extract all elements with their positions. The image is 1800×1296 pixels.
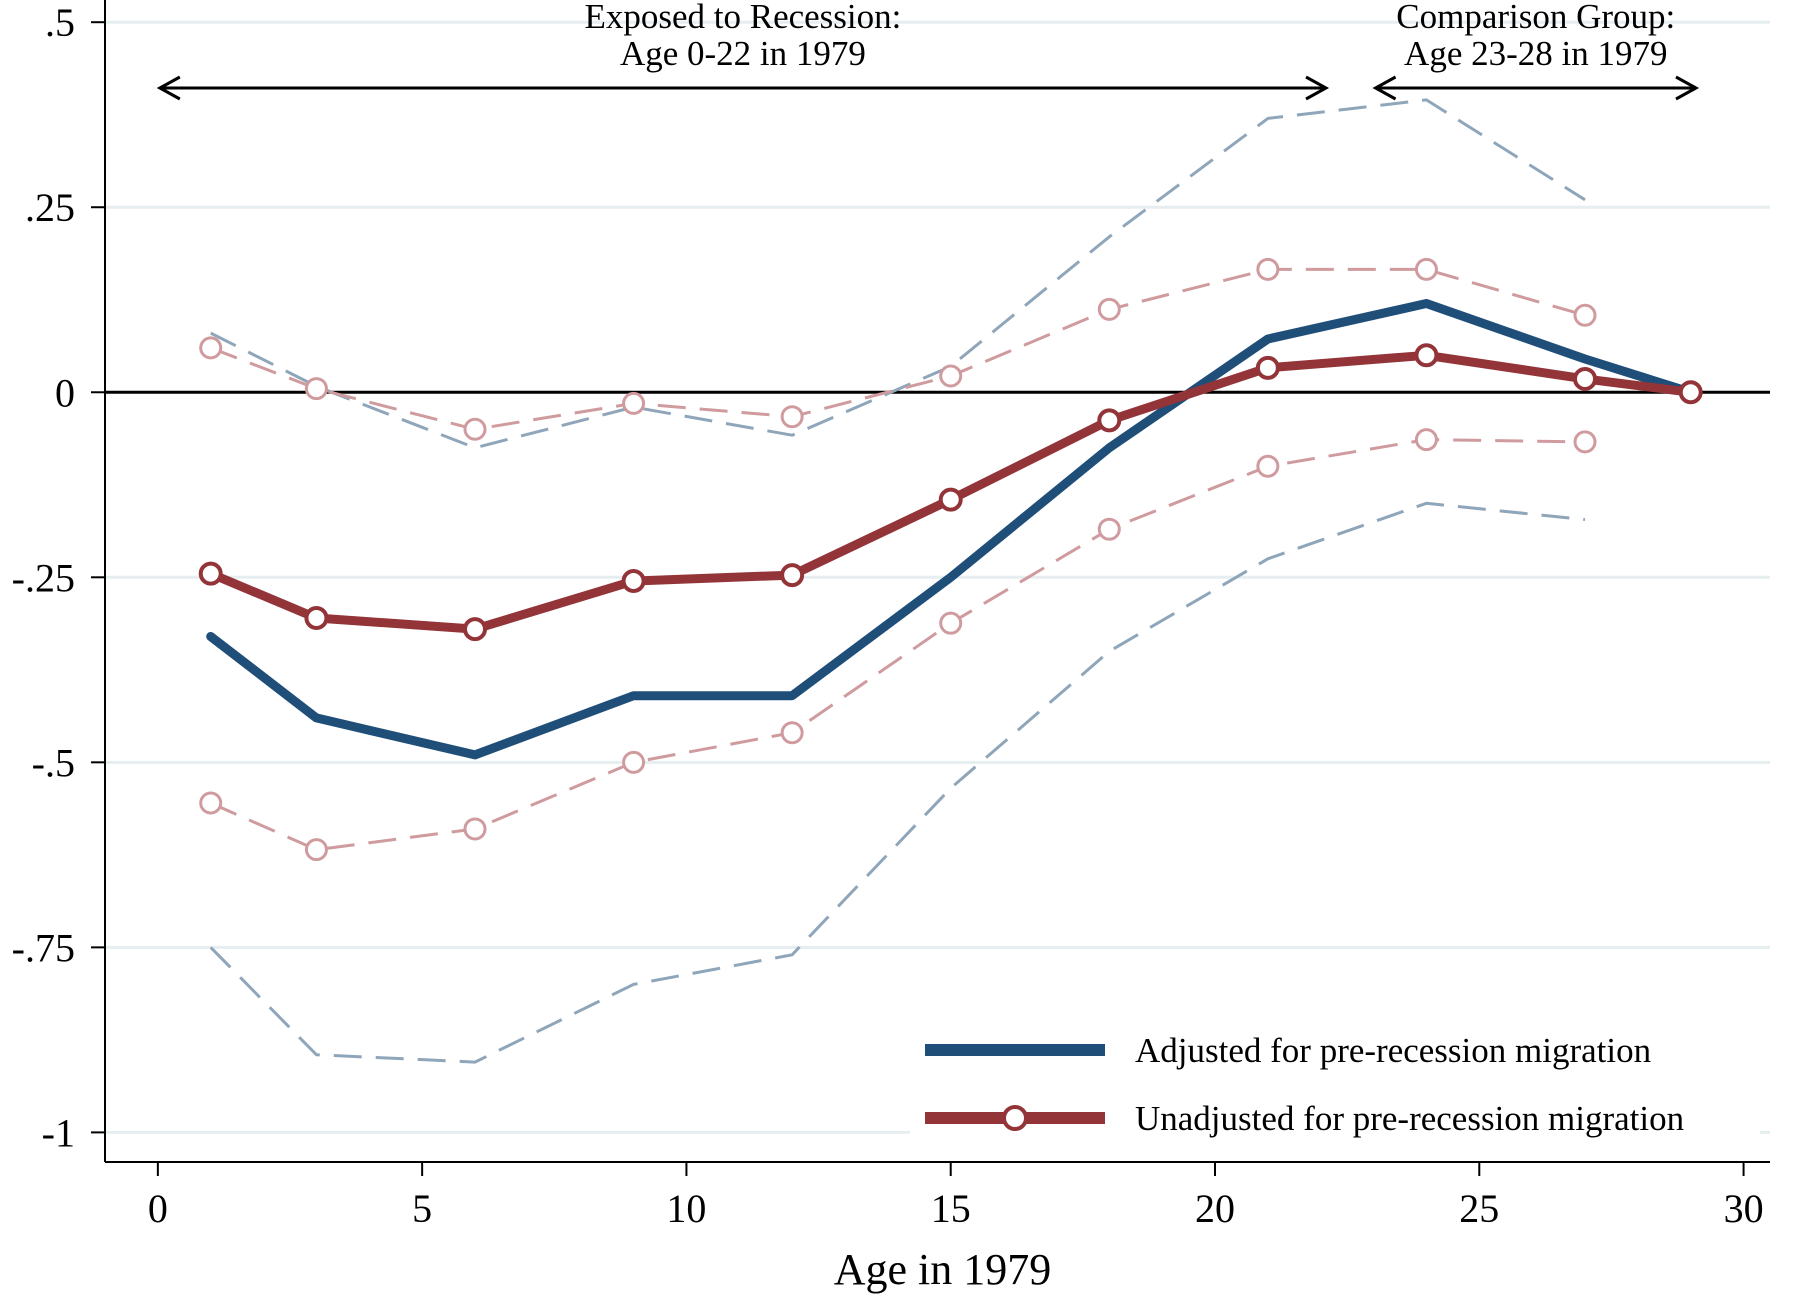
data-point — [1097, 408, 1122, 433]
data-point — [198, 561, 223, 586]
y-tick-label: -.25 — [12, 555, 75, 600]
data-point — [780, 721, 804, 745]
x-tick-label: 0 — [148, 1186, 168, 1231]
legend-swatch-marker — [1002, 1105, 1028, 1131]
data-point — [1678, 380, 1703, 405]
data-point — [199, 336, 223, 360]
x-tick-label: 25 — [1459, 1186, 1499, 1231]
data-point — [1573, 430, 1597, 454]
series-estimate-1 — [198, 343, 1703, 642]
data-point — [304, 606, 329, 631]
legend-entry-0: Adjusted for pre-recession migration — [925, 1031, 1651, 1070]
data-point — [1573, 366, 1597, 391]
data-point — [463, 617, 487, 642]
x-tick-label: 20 — [1195, 1186, 1235, 1231]
data-point — [304, 838, 328, 862]
series-ci-4 — [199, 257, 1597, 441]
data-point — [1255, 355, 1280, 380]
data-point — [304, 377, 328, 401]
gridlines — [105, 20, 1770, 1134]
data-point — [621, 569, 646, 593]
y-tick-label: 0 — [55, 370, 75, 415]
series-ci-3 — [209, 501, 1586, 1064]
series-ci-5 — [199, 428, 1597, 862]
y-tick-label: -.5 — [32, 740, 75, 785]
data-point — [622, 391, 646, 415]
series-line — [210, 98, 1586, 450]
series-ci-2 — [210, 98, 1586, 450]
estimate-lines — [198, 299, 1703, 760]
y-tick-label: -1 — [42, 1110, 75, 1155]
annotation-label-line1: Comparison Group: — [1396, 0, 1675, 36]
group-annotation-1: Comparison Group:Age 23-28 in 1979 — [1372, 0, 1700, 101]
y-tick-label: .5 — [45, 0, 75, 45]
legend: Adjusted for pre-recession migration Unad… — [910, 1010, 1760, 1160]
series-line — [210, 267, 1586, 431]
annotation-arrowhead-left — [1372, 75, 1397, 101]
series-line — [210, 438, 1586, 852]
data-point — [1256, 257, 1280, 281]
data-point — [780, 563, 805, 588]
y-tick-label: .25 — [25, 185, 75, 230]
data-point — [780, 405, 804, 429]
series-line — [209, 501, 1586, 1064]
data-point — [1097, 297, 1121, 321]
x-tick-label: 15 — [931, 1186, 971, 1231]
data-point — [1256, 454, 1280, 478]
data-point — [939, 364, 963, 388]
legend-label: Adjusted for pre-recession migration — [1135, 1031, 1651, 1070]
legend-entry-1: Unadjusted for pre-recession migration — [925, 1099, 1684, 1138]
annotation-arrowhead-right — [1305, 75, 1330, 101]
legend-box — [910, 1010, 1760, 1160]
x-tick-label: 5 — [412, 1186, 432, 1231]
group-annotations: Exposed to Recession:Age 0-22 in 1979 Com… — [156, 0, 1700, 101]
data-point — [1414, 257, 1438, 281]
annotation-label-line1: Exposed to Recession: — [584, 0, 901, 36]
data-point — [199, 791, 223, 815]
x-tick-label: 30 — [1724, 1186, 1764, 1231]
series-line — [206, 299, 1696, 760]
x-axis-title: Age in 1979 — [834, 1245, 1052, 1294]
data-point — [1573, 303, 1597, 327]
annotation-arrowhead-left — [156, 75, 181, 101]
group-annotation-0: Exposed to Recession:Age 0-22 in 1979 — [156, 0, 1330, 101]
axes: .5 .25 0 -.25 -.5 -.75 -1 0 5 10 15 20 25 30 Age in 19… — [12, 0, 1770, 1294]
data-point — [938, 487, 963, 512]
data-point — [622, 750, 646, 774]
data-point — [1414, 343, 1439, 368]
series-estimate-0 — [206, 299, 1696, 760]
data-point — [939, 611, 963, 635]
legend-label: Unadjusted for pre-recession migration — [1135, 1099, 1684, 1138]
x-tick-label: 10 — [666, 1186, 706, 1231]
data-point — [1414, 428, 1438, 452]
annotation-label-line2: Age 23-28 in 1979 — [1404, 34, 1667, 73]
annotation-label-line2: Age 0-22 in 1979 — [620, 34, 866, 73]
y-tick-label: -.75 — [12, 925, 75, 970]
data-point — [1097, 517, 1121, 541]
confidence-bands — [199, 98, 1597, 1064]
annotation-arrowhead-right — [1675, 75, 1700, 101]
data-point — [463, 417, 487, 441]
data-point — [463, 817, 487, 841]
